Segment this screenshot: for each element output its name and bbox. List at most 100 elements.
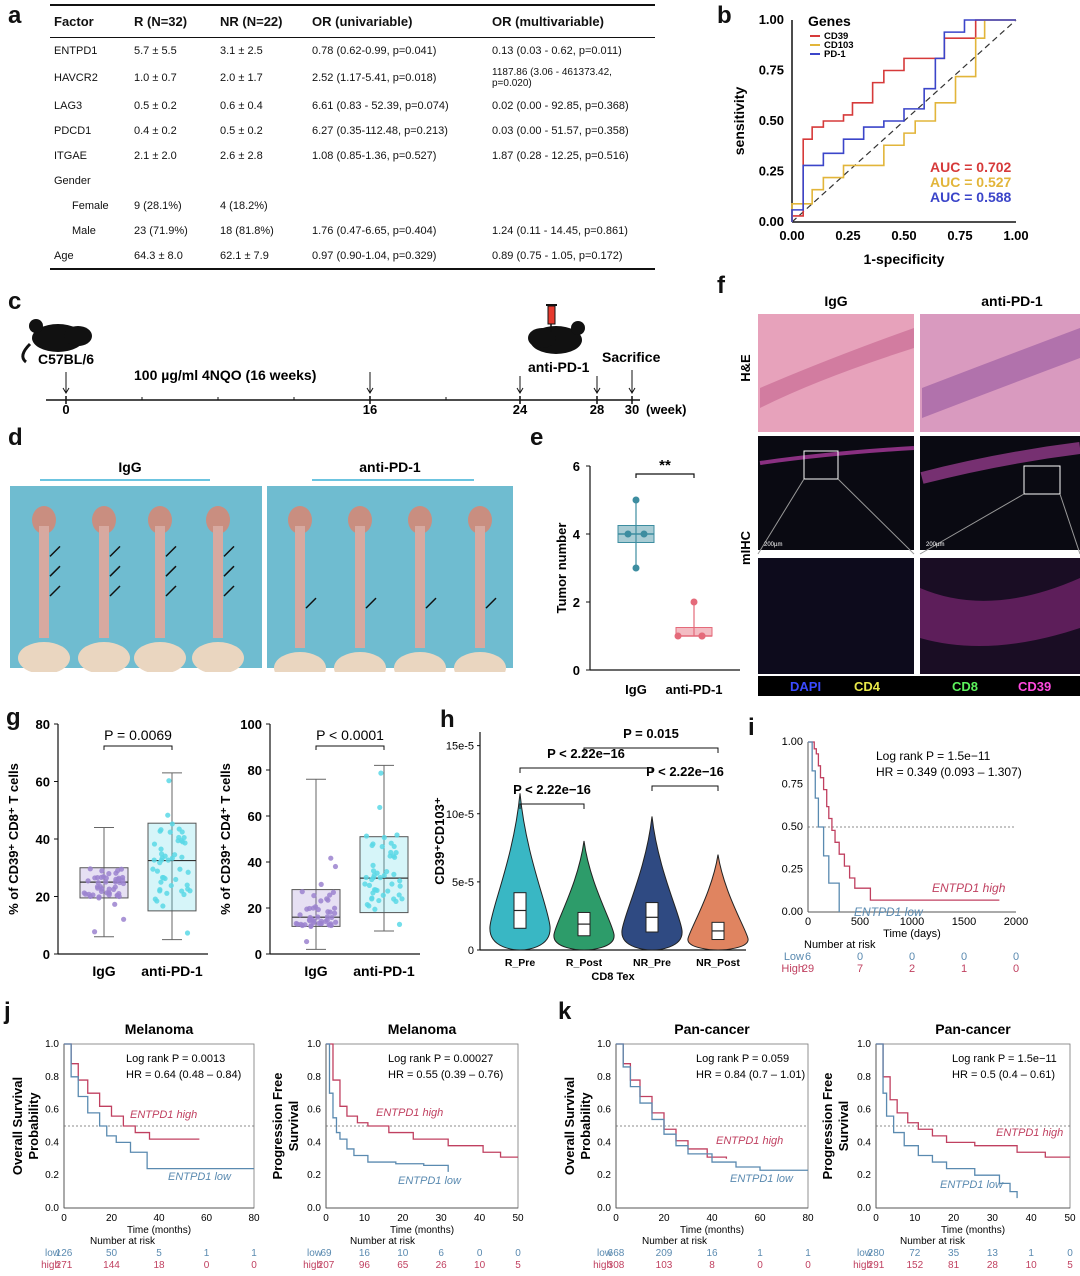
series-label: ENTPD1 low [398,1175,462,1187]
table-cell: 9 (28.1%) [134,199,182,212]
y-axis-label: Survival [286,1101,301,1152]
risk-value: 16 [706,1248,718,1259]
esophagus-body [475,526,485,648]
roc-line-cd103 [791,19,1016,222]
y-tick-label: 6 [573,459,580,474]
timeline-tick-label: 28 [590,402,604,417]
risk-value: 5 [156,1248,162,1259]
data-point [299,889,305,895]
esophagus-head [408,506,432,534]
data-point [112,884,118,890]
y-axis-label: Overall Survival [562,1077,577,1175]
legend-entry: CD39 [824,31,848,42]
risk-value: 0 [909,951,915,963]
risk-value: 1 [251,1248,257,1259]
data-point [95,885,101,891]
y-tick-label: 1.0 [307,1039,321,1050]
risk-value: 8 [709,1260,715,1271]
x-axis-label: CD8 Tex [591,971,635,983]
risk-row-label: high [303,1260,322,1271]
data-point [157,860,163,866]
scale-bar-label: 200µm [926,542,944,548]
risk-value: 103 [656,1260,673,1271]
table-cell: 0.02 (0.00 - 92.85, p=0.368) [492,99,629,112]
y-tick-label: 60 [248,809,262,824]
logrank-label: Log rank P = 1.5e−11 [952,1053,1057,1065]
violin [687,854,749,951]
risk-value: 6 [805,951,811,963]
x-tick-label: 2000 [1004,916,1028,928]
arrow-head [62,387,70,394]
x-tick-label: 10 [359,1213,371,1224]
tumor-arrow [485,597,497,609]
table-cell: 6.27 (0.35-112.48, p=0.213) [312,124,448,137]
x-tick-label: R_Post [566,957,603,969]
data-point [318,881,324,887]
tumor-arrow [165,565,177,577]
data-point [624,530,632,538]
risk-value: 144 [103,1260,120,1271]
data-point [160,903,166,909]
y-tick-label: 0.4 [597,1137,611,1148]
data-point [103,879,109,885]
risk-value: 0 [805,1260,811,1271]
data-point [185,869,191,875]
esophagus-head [92,506,116,534]
significance-stars: ** [659,457,671,474]
y-tick-label: 0 [43,947,50,962]
table-cell: 1.24 (0.11 - 14.45, p=0.861) [492,224,628,237]
y-tick-label: 0.6 [45,1105,59,1116]
table-cell: Male [72,224,96,237]
x-tick-label: 40 [474,1213,486,1224]
channel-label: CD39 [1018,679,1051,694]
y-tick-label: 0.2 [307,1170,321,1181]
risk-value: 10 [1026,1260,1038,1271]
series-label: ENTPD1 high [932,881,1006,895]
x-tick-label: 50 [512,1213,524,1224]
esophagus-body [99,526,109,638]
data-point [369,876,375,883]
data-point [363,874,369,881]
table-cell: 2.6 ± 2.8 [220,149,263,162]
y-axis-label: % of CD39⁺ CD8⁺ T cells [6,763,21,915]
logrank-label: Log rank P = 1.5e−11 [876,749,991,763]
esophagus-head [288,506,312,534]
x-tick-label: 80 [248,1213,260,1224]
data-point [362,881,368,887]
data-point [324,917,330,923]
table-cell: 1.0 ± 0.7 [134,72,177,84]
x-tick-label: R_Pre [505,957,536,969]
y-tick-label: 1.00 [782,736,803,748]
timeline-unit: (week) [646,402,686,417]
risk-row-label: high [41,1260,60,1271]
y-tick-label: 15e-5 [446,741,474,753]
table-cell: 0.6 ± 0.4 [220,99,263,112]
zoom-box [803,450,839,480]
data-point [326,922,332,928]
mihc-texture [920,442,1080,484]
data-point [379,844,385,850]
risk-row-label: low [307,1248,323,1259]
data-point [96,895,102,901]
data-point [381,872,387,879]
risk-value: 0 [251,1260,257,1271]
x-tick-label: 30 [987,1213,999,1224]
data-point [167,829,173,835]
data-point [184,930,191,936]
risk-value: 0 [1013,951,1019,963]
data-point [158,851,165,857]
data-point [87,866,93,872]
cd4-box-plot: 0 20 40 60 80 100 % of CD39⁺ CD4⁺ T cells IgG an… [218,717,420,979]
y-tick-label: 20 [248,901,262,916]
data-point [179,829,185,835]
table-cell: 0.5 ± 0.2 [220,124,263,137]
data-point [363,833,370,839]
esophagus-head [32,506,56,534]
x-axis-label: Time (months) [390,1225,454,1236]
table-cell [308,193,488,218]
y-tick-label: 0.4 [857,1137,871,1148]
data-point [391,896,397,902]
auc-label: AUC = 0.527 [930,174,1012,190]
x-tick-label: 40 [153,1213,165,1224]
risk-title: Number at risk [90,1236,156,1247]
